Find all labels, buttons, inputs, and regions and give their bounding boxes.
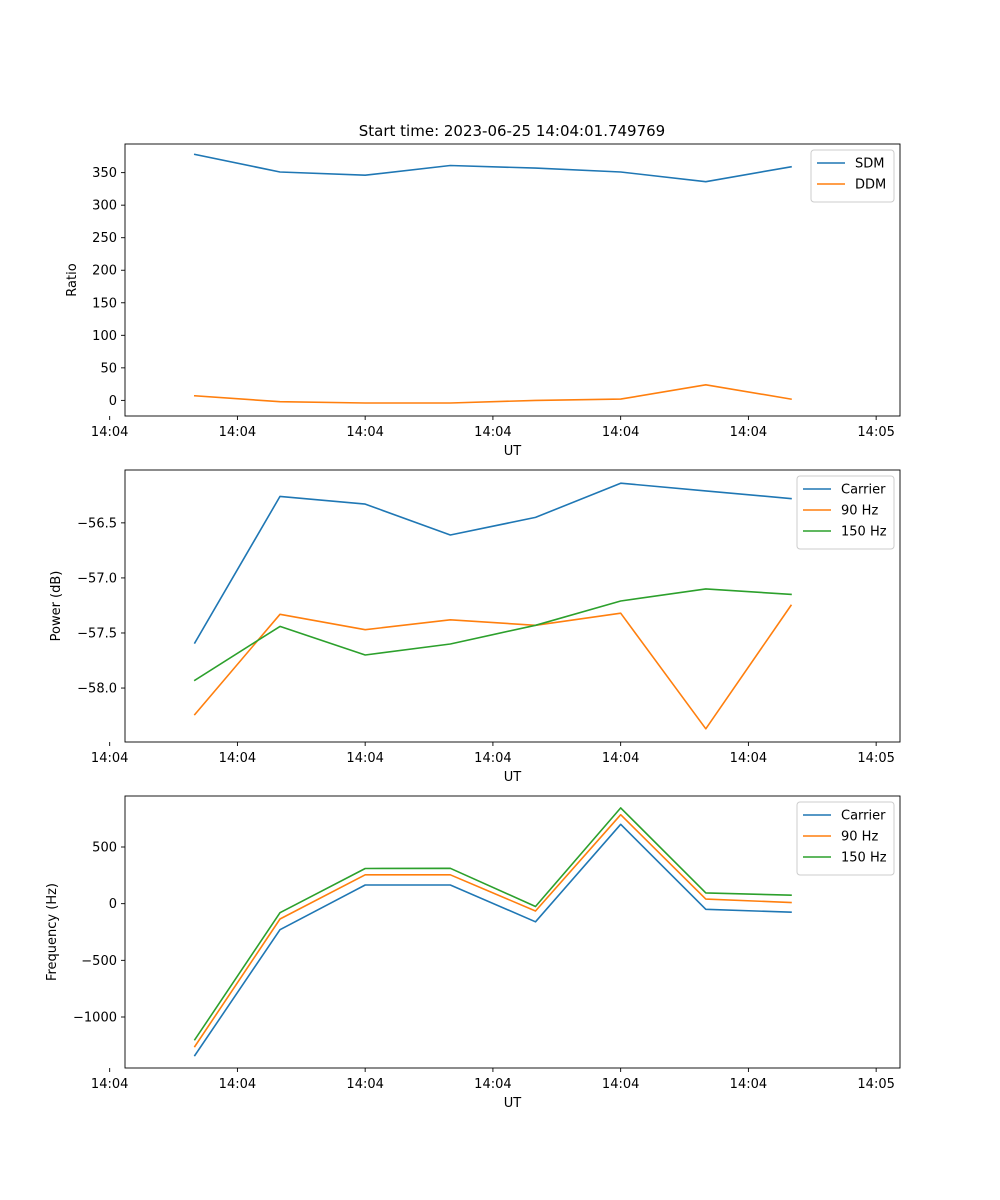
- legend-label: 150 Hz: [841, 851, 887, 866]
- series-line-1: [193, 823, 792, 1057]
- x-tick-label: 14:04: [91, 1077, 128, 1092]
- subplot-1: 14:04 14:04 14:04 14:04 14:04 14:04 14:05 0 50 10…: [65, 143, 901, 459]
- series-line-2: [193, 813, 792, 1048]
- y-axis-label: Ratio: [65, 263, 80, 296]
- axes-frame: [124, 469, 901, 743]
- y-tick-label: 200: [92, 264, 117, 279]
- series-line-1: [193, 153, 792, 183]
- x-tick-label: 14:04: [346, 425, 383, 440]
- y-tick-label: 300: [92, 199, 117, 214]
- x-tick-label: 14:04: [730, 425, 767, 440]
- series-line-1: [193, 482, 792, 644]
- y-tick-label: 50: [100, 361, 117, 376]
- subplot-3: 14:04 14:04 14:04 14:04 14:04 14:04 14:05 −1000…: [45, 795, 901, 1111]
- x-tick-label: 14:04: [602, 425, 639, 440]
- y-tick-label: 150: [92, 296, 117, 311]
- x-tick-label: 14:05: [857, 751, 894, 766]
- y-tick-label: −56.5: [77, 516, 117, 531]
- x-tick-label: 14:04: [219, 751, 256, 766]
- legend-label: DDM: [855, 178, 886, 193]
- y-tick-label: 0: [109, 394, 117, 409]
- x-tick-label: 14:04: [730, 751, 767, 766]
- y-tick-label: 250: [92, 231, 117, 246]
- subplots: 14:04 14:04 14:04 14:04 14:04 14:04 14:05 0 50 10…: [45, 143, 901, 1111]
- x-tick-label: 14:04: [91, 751, 128, 766]
- x-tick-label: 14:04: [346, 1077, 383, 1092]
- legend-label: Carrier: [841, 483, 886, 498]
- x-tick-label: 14:04: [346, 751, 383, 766]
- x-axis-label: UT: [504, 770, 522, 785]
- y-axis-label: Power (dB): [49, 571, 64, 642]
- y-tick-label: 500: [92, 841, 117, 856]
- legend: SDM DDM: [810, 149, 895, 203]
- axes-frame: [124, 795, 901, 1069]
- y-axis-label: Frequency (Hz): [45, 883, 60, 981]
- x-tick-label: 14:04: [474, 751, 511, 766]
- series-line-2: [193, 383, 792, 404]
- x-axis-label: UT: [504, 1096, 522, 1111]
- y-tick-label: −57.0: [77, 571, 117, 586]
- x-axis-label: UT: [504, 444, 522, 459]
- axes-frame: [124, 143, 901, 417]
- subplot-2: 14:04 14:04 14:04 14:04 14:04 14:04 14:05 −58.0…: [49, 469, 901, 785]
- x-tick-label: 14:05: [857, 1077, 894, 1092]
- series-line-3: [193, 807, 792, 1041]
- y-tick-label: 0: [109, 897, 117, 912]
- legend-label: 90 Hz: [841, 830, 878, 845]
- legend: Carrier 90 Hz 150 Hz: [796, 801, 895, 876]
- legend: Carrier 90 Hz 150 Hz: [796, 475, 895, 550]
- figure-title: Start time: 2023-06-25 14:04:01.749769: [359, 122, 665, 140]
- series-line-2: [193, 604, 793, 730]
- y-tick-label: −57.5: [77, 626, 117, 641]
- legend-label: 150 Hz: [841, 525, 887, 540]
- x-tick-label: 14:04: [602, 751, 639, 766]
- y-tick-label: −1000: [73, 1011, 117, 1026]
- y-tick-label: −58.0: [77, 682, 117, 697]
- legend-label: 90 Hz: [841, 504, 878, 519]
- x-tick-label: 14:04: [91, 425, 128, 440]
- x-tick-label: 14:04: [602, 1077, 639, 1092]
- x-tick-label: 14:04: [730, 1077, 767, 1092]
- x-tick-label: 14:04: [474, 1077, 511, 1092]
- x-tick-label: 14:04: [219, 425, 256, 440]
- x-tick-label: 14:04: [219, 1077, 256, 1092]
- x-tick-label: 14:05: [857, 425, 894, 440]
- y-tick-label: 350: [92, 166, 117, 181]
- y-tick-label: 100: [92, 329, 117, 344]
- x-tick-label: 14:04: [474, 425, 511, 440]
- y-tick-label: −500: [81, 954, 117, 969]
- legend-label: SDM: [855, 157, 884, 172]
- series-line-3: [193, 588, 792, 682]
- legend-label: Carrier: [841, 809, 886, 824]
